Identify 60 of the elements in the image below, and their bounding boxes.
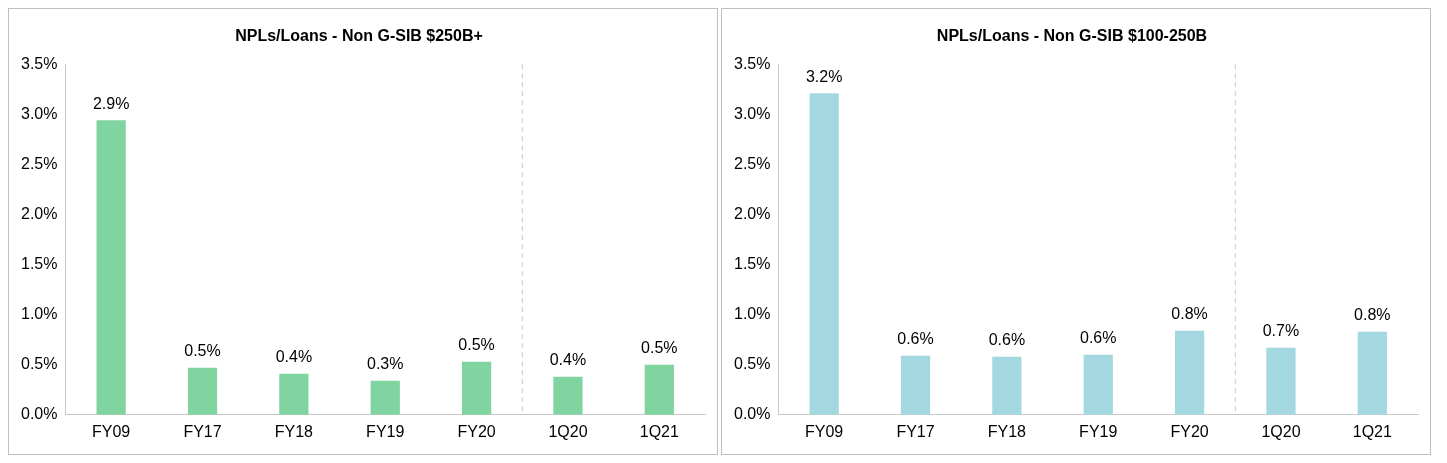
y-tick-label: 0.0% bbox=[21, 405, 58, 423]
data-label: 0.8% bbox=[1171, 305, 1208, 323]
x-tick-label: FY20 bbox=[1170, 422, 1209, 440]
bar bbox=[553, 376, 583, 415]
bar bbox=[370, 380, 400, 415]
data-label: 2.9% bbox=[92, 94, 130, 112]
data-label: 0.6% bbox=[988, 331, 1026, 349]
y-tick-label: 2.0% bbox=[21, 204, 58, 222]
y-tick-label: 1.5% bbox=[21, 254, 58, 272]
y-tick-label: 3.0% bbox=[21, 104, 58, 122]
data-label: 0.5% bbox=[458, 336, 495, 354]
x-tick-label: 1Q20 bbox=[548, 422, 588, 440]
x-tick-label: FY09 bbox=[92, 422, 131, 440]
x-tick-label: FY19 bbox=[1079, 422, 1118, 440]
bar bbox=[1266, 347, 1296, 415]
x-tick-label: FY19 bbox=[366, 422, 405, 440]
y-tick-label: 3.5% bbox=[734, 54, 771, 72]
y-tick-label: 3.5% bbox=[21, 54, 58, 72]
x-tick-label: 1Q21 bbox=[639, 422, 679, 440]
data-label: 0.8% bbox=[1354, 306, 1391, 324]
y-tick-label: 2.5% bbox=[734, 154, 771, 172]
y-tick-label: 1.5% bbox=[734, 254, 771, 272]
bar bbox=[96, 120, 126, 415]
x-tick-label: 1Q20 bbox=[1261, 422, 1301, 440]
bar bbox=[644, 364, 674, 415]
x-tick-label: FY17 bbox=[183, 422, 222, 440]
y-tick-label: 2.5% bbox=[21, 154, 58, 172]
data-label: 0.6% bbox=[1080, 329, 1117, 347]
y-tick-label: 1.0% bbox=[21, 305, 58, 323]
data-label: 0.6% bbox=[897, 330, 934, 348]
y-tick-label: 0.0% bbox=[734, 405, 771, 423]
bar bbox=[187, 367, 218, 415]
x-tick-label: FY09 bbox=[805, 422, 844, 440]
x-tick-label: 1Q21 bbox=[1352, 422, 1392, 440]
y-tick-label: 0.5% bbox=[21, 355, 58, 373]
y-tick-label: 0.5% bbox=[734, 355, 771, 373]
data-label: 0.5% bbox=[184, 342, 221, 360]
x-tick-label: FY20 bbox=[457, 422, 496, 440]
data-label: 0.7% bbox=[1262, 322, 1300, 340]
data-label: 0.4% bbox=[275, 348, 313, 366]
bar bbox=[1174, 330, 1205, 415]
data-label: 0.5% bbox=[641, 339, 678, 357]
data-label: 0.4% bbox=[549, 351, 587, 369]
data-label: 0.3% bbox=[367, 355, 404, 373]
x-tick-label: FY18 bbox=[274, 422, 314, 440]
bar bbox=[900, 355, 931, 415]
x-tick-label: FY17 bbox=[896, 422, 935, 440]
bar bbox=[809, 93, 839, 415]
bar bbox=[1083, 354, 1113, 415]
bar bbox=[279, 373, 309, 415]
y-tick-label: 1.0% bbox=[734, 305, 771, 323]
bar bbox=[1357, 331, 1387, 415]
chart-title: NPLs/Loans - Non G-SIB $250B+ bbox=[235, 27, 483, 45]
bar bbox=[461, 361, 492, 415]
data-label: 3.2% bbox=[805, 67, 843, 85]
y-tick-label: 3.0% bbox=[734, 104, 771, 122]
y-tick-label: 2.0% bbox=[734, 204, 771, 222]
bar bbox=[992, 356, 1022, 415]
x-tick-label: FY18 bbox=[987, 422, 1027, 440]
chart-title: NPLs/Loans - Non G-SIB $100-250B bbox=[936, 27, 1208, 45]
